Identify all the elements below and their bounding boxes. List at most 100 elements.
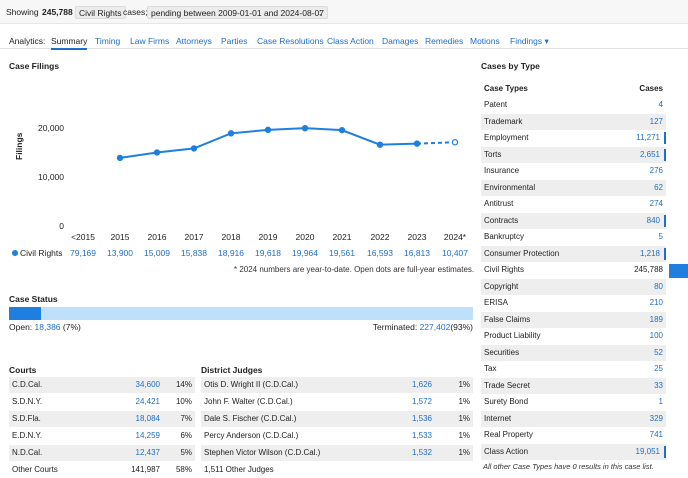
data-label-link[interactable]: 15,838 (181, 248, 207, 258)
data-label-link[interactable]: 19,561 (329, 248, 355, 258)
case-type-count[interactable]: 33 (654, 380, 663, 390)
judge-count[interactable]: 1,536 (411, 414, 432, 423)
case-type-row[interactable]: Class Action 19,051 (481, 443, 666, 460)
data-label-link[interactable]: 16,813 (404, 248, 430, 258)
judge-count[interactable]: 1,533 (411, 431, 432, 440)
data-point[interactable] (227, 130, 235, 137)
data-label-link[interactable]: 15,009 (144, 248, 170, 258)
case-type-row[interactable]: Tax 25 (481, 361, 666, 377)
judge-count[interactable]: 1,626 (411, 380, 432, 389)
case-type-count[interactable]: 840 (646, 215, 660, 225)
data-point-estimate[interactable] (451, 139, 459, 146)
data-label-link[interactable]: 10,407 (442, 248, 468, 258)
case-type-count[interactable]: 25 (654, 364, 663, 373)
case-type-row[interactable]: Consumer Protection 1,218 (481, 245, 666, 262)
case-type-count[interactable]: 62 (654, 182, 663, 192)
case-type-count[interactable]: 2,651 (639, 149, 660, 159)
judge-row[interactable]: Percy Anderson (C.D.Cal.) 1,533 1% (201, 428, 473, 444)
case-type-count[interactable]: 127 (649, 116, 663, 126)
case-status-bar[interactable] (9, 307, 473, 320)
case-type-row[interactable]: Civil Rights 245,788 (481, 262, 666, 278)
data-label-link[interactable]: 16,593 (367, 248, 393, 258)
case-type-row[interactable]: Patent 4 (481, 97, 666, 113)
court-count[interactable]: 12,437 (135, 448, 160, 457)
case-type-row[interactable]: Contracts 840 (481, 212, 666, 229)
data-label-link[interactable]: 18,916 (218, 248, 244, 258)
court-row[interactable]: E.D.N.Y. 14,259 6% (9, 428, 195, 444)
tab-class-action[interactable]: Class Action (327, 36, 374, 46)
data-label-link[interactable]: 19,618 (255, 248, 281, 258)
data-label-link[interactable]: 79,169 (70, 248, 96, 258)
tab-case-resolutions[interactable]: Case Resolutions (257, 36, 324, 46)
case-type-row[interactable]: ERISA 210 (481, 295, 666, 311)
tab-timing[interactable]: Timing (95, 36, 121, 46)
judge-count[interactable]: 1,532 (411, 448, 432, 457)
case-type-row[interactable]: Environmental 62 (481, 179, 666, 196)
case-type-count[interactable]: 5 (658, 232, 663, 241)
court-row[interactable]: S.D.N.Y. 24,421 10% (9, 394, 195, 410)
status-open-segment[interactable] (9, 307, 42, 320)
case-type-row[interactable]: Securities 52 (481, 344, 666, 361)
case-type-row[interactable]: Antitrust 274 (481, 196, 666, 212)
court-row[interactable]: Other Courts 141,987 58% (9, 462, 195, 478)
case-type-count[interactable]: 80 (654, 281, 663, 291)
case-type-filter-chip[interactable]: Civil Rights (75, 6, 126, 19)
case-type-row[interactable]: Internet 329 (481, 410, 666, 427)
case-type-row[interactable]: Real Property 741 (481, 427, 666, 443)
court-count[interactable]: 24,421 (135, 397, 160, 406)
case-type-count[interactable]: 1,218 (639, 248, 660, 258)
pending-date-filter-chip[interactable]: pending between 2009-01-01 and 2024-08-0… (147, 6, 328, 19)
data-label-link[interactable]: 13,900 (107, 248, 133, 258)
court-count[interactable]: 18,084 (135, 414, 160, 423)
tab-findings[interactable]: Findings ▾ (510, 36, 549, 47)
case-type-count[interactable]: 1 (658, 397, 663, 406)
case-type-row[interactable]: Insurance 276 (481, 163, 666, 179)
data-point[interactable] (376, 141, 384, 148)
data-point[interactable] (153, 149, 161, 156)
case-type-row[interactable]: Trade Secret 33 (481, 377, 666, 394)
case-type-row[interactable]: Trademark 127 (481, 113, 666, 130)
tab-damages[interactable]: Damages (382, 36, 419, 46)
tab-remedies[interactable]: Remedies (425, 36, 464, 46)
tab-summary[interactable]: Summary (51, 36, 88, 50)
data-point[interactable] (301, 124, 309, 132)
open-value-link[interactable]: 18,386 (34, 322, 61, 332)
court-count[interactable]: 14,259 (135, 431, 160, 440)
data-point[interactable] (116, 154, 124, 162)
data-point[interactable] (190, 145, 198, 152)
case-type-count[interactable]: 52 (654, 347, 663, 357)
data-point[interactable] (338, 126, 346, 134)
data-point[interactable] (413, 140, 421, 147)
case-type-row[interactable]: Bankruptcy 5 (481, 229, 666, 245)
case-type-count[interactable]: 276 (649, 166, 663, 175)
case-type-row[interactable]: Torts 2,651 (481, 146, 666, 163)
case-type-count[interactable]: 100 (649, 331, 663, 340)
case-type-count[interactable]: 210 (649, 298, 663, 307)
case-type-count[interactable]: 4 (658, 100, 663, 109)
tab-attorneys[interactable]: Attorneys (176, 36, 212, 46)
case-type-count[interactable]: 19,051 (635, 446, 660, 456)
court-count[interactable]: 34,600 (135, 380, 160, 389)
case-type-row[interactable]: Product Liability 100 (481, 328, 666, 344)
judge-row[interactable]: John F. Walter (C.D.Cal.) 1,572 1% (201, 394, 473, 410)
terminated-value-link[interactable]: 227,402 (419, 322, 451, 332)
case-type-row[interactable]: False Claims 189 (481, 311, 666, 328)
case-type-count[interactable]: 11,271 (636, 133, 660, 142)
judge-row[interactable]: 1,511 Other Judges (201, 462, 473, 478)
tab-law-firms[interactable]: Law Firms (130, 36, 170, 46)
case-type-count[interactable]: 189 (649, 314, 663, 324)
case-type-count[interactable]: 274 (649, 199, 663, 208)
tab-parties[interactable]: Parties (221, 36, 248, 46)
data-label-link[interactable]: 19,964 (292, 248, 318, 258)
judge-count[interactable]: 1,572 (411, 397, 432, 406)
case-type-row[interactable]: Employment 11,271 (481, 130, 666, 146)
case-type-count[interactable]: 741 (649, 430, 663, 439)
court-row[interactable]: S.D.Fla. 18,084 7% (9, 411, 195, 427)
judge-row[interactable]: Otis D. Wright II (C.D.Cal.) 1,626 1% (201, 377, 473, 393)
case-type-row[interactable]: Copyright 80 (481, 278, 666, 295)
tab-motions[interactable]: Motions (470, 36, 500, 46)
legend-civil-rights[interactable]: Civil Rights (12, 248, 63, 258)
data-point[interactable] (264, 126, 272, 134)
case-type-count[interactable]: 329 (649, 413, 663, 423)
judge-row[interactable]: Dale S. Fischer (C.D.Cal.) 1,536 1% (201, 411, 473, 427)
